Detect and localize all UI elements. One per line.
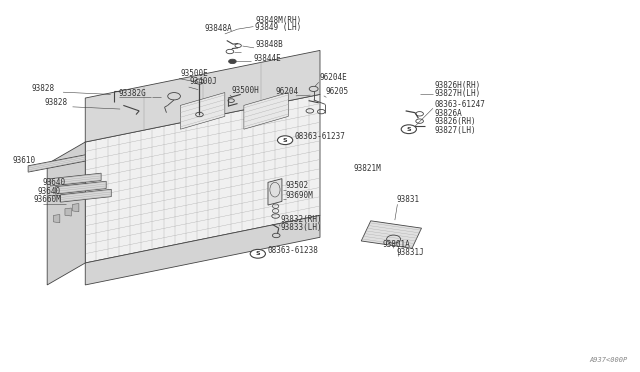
Polygon shape bbox=[47, 142, 85, 285]
Polygon shape bbox=[85, 215, 320, 285]
Text: 93828: 93828 bbox=[31, 84, 54, 93]
Text: 93849 (LH): 93849 (LH) bbox=[255, 23, 301, 32]
Text: 93502: 93502 bbox=[285, 181, 308, 190]
Text: 93660M: 93660M bbox=[33, 195, 61, 204]
Text: 93821M: 93821M bbox=[354, 164, 381, 173]
Text: 93848M(RH): 93848M(RH) bbox=[255, 16, 301, 25]
Polygon shape bbox=[65, 208, 71, 216]
Polygon shape bbox=[85, 94, 320, 263]
Text: 08363-61247: 08363-61247 bbox=[434, 100, 485, 109]
Circle shape bbox=[401, 125, 417, 134]
Text: 93831J: 93831J bbox=[396, 248, 424, 257]
Text: S: S bbox=[255, 251, 260, 256]
Text: 08363-61237: 08363-61237 bbox=[294, 132, 346, 141]
Text: S: S bbox=[283, 138, 287, 143]
Text: 93826(RH): 93826(RH) bbox=[434, 117, 476, 126]
Text: 93640: 93640 bbox=[42, 179, 65, 187]
Circle shape bbox=[250, 249, 266, 258]
Polygon shape bbox=[180, 93, 225, 129]
Text: 93610: 93610 bbox=[12, 156, 35, 165]
Text: 93832(RH): 93832(RH) bbox=[281, 215, 323, 224]
Text: 08363-61238: 08363-61238 bbox=[268, 246, 319, 255]
Polygon shape bbox=[244, 93, 288, 129]
Text: 93826A: 93826A bbox=[434, 109, 462, 118]
Text: 93500H: 93500H bbox=[231, 86, 259, 95]
Polygon shape bbox=[56, 181, 106, 194]
Text: 93382G: 93382G bbox=[118, 89, 146, 98]
Text: 93833(LH): 93833(LH) bbox=[281, 223, 323, 232]
Polygon shape bbox=[361, 221, 422, 248]
Polygon shape bbox=[85, 51, 320, 142]
Circle shape bbox=[228, 59, 236, 64]
Text: 96205: 96205 bbox=[325, 87, 348, 96]
Text: 93640: 93640 bbox=[38, 187, 61, 196]
Text: 93400J: 93400J bbox=[190, 77, 218, 86]
Text: 93801A: 93801A bbox=[382, 240, 410, 249]
Text: 93848B: 93848B bbox=[255, 39, 283, 49]
Polygon shape bbox=[61, 189, 111, 202]
Text: 93831: 93831 bbox=[396, 195, 419, 203]
Text: 93827(LH): 93827(LH) bbox=[434, 126, 476, 135]
Circle shape bbox=[278, 136, 292, 145]
Text: 93826H(RH): 93826H(RH) bbox=[434, 81, 481, 90]
Text: A937<000P: A937<000P bbox=[589, 357, 628, 363]
Polygon shape bbox=[54, 215, 60, 223]
Text: 93828: 93828 bbox=[44, 98, 67, 107]
Text: 93848A: 93848A bbox=[205, 24, 232, 33]
Text: 93690M: 93690M bbox=[285, 190, 313, 199]
Polygon shape bbox=[51, 173, 101, 186]
Polygon shape bbox=[28, 155, 85, 172]
Polygon shape bbox=[72, 203, 79, 212]
Polygon shape bbox=[268, 179, 282, 205]
Text: 96204E: 96204E bbox=[320, 73, 348, 82]
Text: S: S bbox=[406, 127, 411, 132]
Text: 93500E: 93500E bbox=[180, 69, 208, 78]
Text: 93844E: 93844E bbox=[253, 54, 281, 63]
Text: 96204: 96204 bbox=[276, 87, 299, 96]
Text: 93827H(LH): 93827H(LH) bbox=[434, 89, 481, 98]
